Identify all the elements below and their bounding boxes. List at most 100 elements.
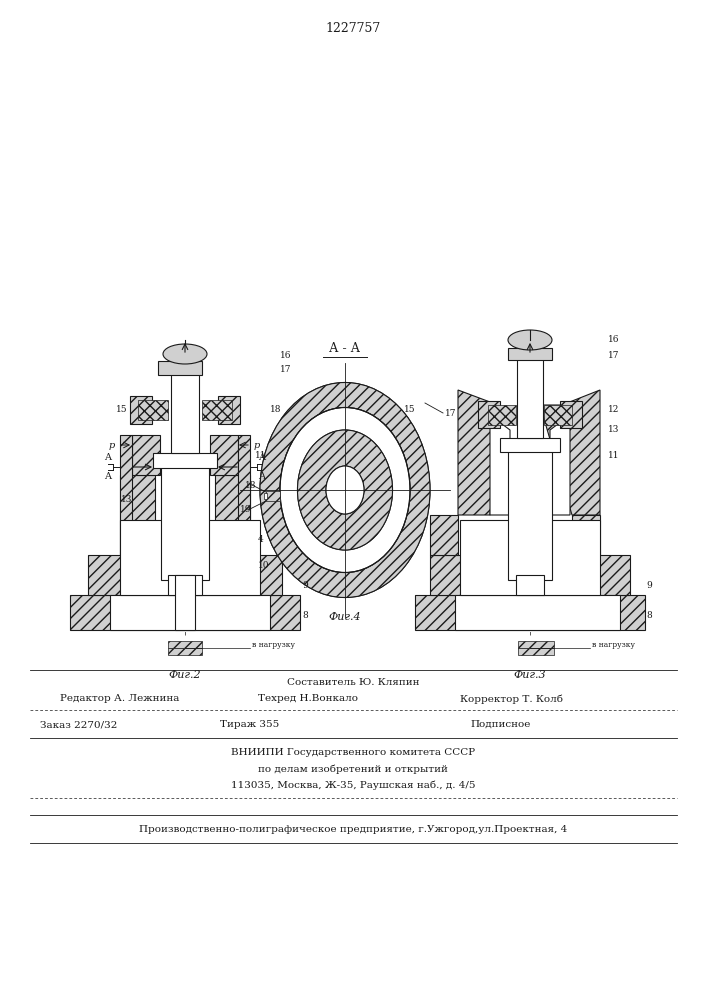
Polygon shape — [238, 435, 250, 555]
Bar — [508, 450, 552, 580]
Bar — [517, 358, 543, 438]
Polygon shape — [430, 555, 630, 595]
Bar — [138, 400, 168, 420]
Text: 13: 13 — [608, 426, 619, 434]
Ellipse shape — [280, 408, 410, 572]
Polygon shape — [88, 555, 282, 595]
Bar — [544, 405, 572, 425]
Bar — [218, 396, 240, 424]
Ellipse shape — [298, 430, 392, 550]
Text: 15: 15 — [404, 406, 416, 414]
Text: 19: 19 — [240, 506, 252, 514]
Ellipse shape — [508, 330, 552, 350]
Text: 1227757: 1227757 — [325, 22, 380, 35]
Bar — [460, 520, 600, 595]
Text: 16: 16 — [608, 336, 619, 344]
Bar — [202, 400, 232, 420]
Ellipse shape — [280, 408, 410, 572]
Text: 8: 8 — [302, 610, 308, 619]
Polygon shape — [572, 515, 600, 555]
Bar — [500, 438, 560, 452]
Text: p: p — [254, 440, 260, 450]
Bar — [264, 493, 267, 499]
Polygon shape — [430, 515, 458, 555]
Bar — [168, 648, 202, 655]
Ellipse shape — [260, 382, 430, 597]
Bar — [110, 595, 270, 630]
Text: A: A — [105, 472, 112, 481]
Ellipse shape — [282, 410, 408, 570]
Text: Составитель Ю. Кляпин: Составитель Ю. Кляпин — [287, 678, 419, 687]
Bar — [168, 575, 202, 595]
Polygon shape — [490, 415, 510, 515]
Bar — [478, 401, 500, 428]
Polygon shape — [70, 595, 300, 630]
Bar — [518, 641, 554, 648]
Text: ВНИИПИ Государственного комитета СССР: ВНИИПИ Государственного комитета СССР — [231, 748, 475, 757]
Text: 17: 17 — [445, 408, 457, 418]
Text: в нагрузку: в нагрузку — [592, 641, 635, 649]
Text: A: A — [105, 453, 112, 462]
Polygon shape — [540, 390, 600, 515]
Text: Техред Н.Вонкало: Техред Н.Вонкало — [258, 694, 358, 703]
Text: 8: 8 — [646, 610, 652, 619]
Ellipse shape — [298, 430, 392, 550]
Text: 10: 10 — [258, 560, 269, 570]
Polygon shape — [120, 435, 132, 555]
Ellipse shape — [260, 382, 430, 597]
Bar — [508, 348, 552, 360]
Text: 11: 11 — [255, 452, 267, 460]
Polygon shape — [510, 430, 550, 515]
Polygon shape — [210, 435, 238, 475]
Bar — [120, 520, 260, 595]
Text: Фиг.4: Фиг.4 — [329, 612, 361, 622]
Polygon shape — [550, 415, 570, 515]
Text: 16: 16 — [280, 351, 291, 360]
Text: Заказ 2270/32: Заказ 2270/32 — [40, 720, 117, 729]
Text: 18: 18 — [245, 481, 257, 489]
Text: 17: 17 — [608, 351, 619, 360]
Text: 15: 15 — [117, 406, 128, 414]
Text: Фиг.2: Фиг.2 — [169, 670, 201, 680]
Polygon shape — [458, 390, 498, 515]
Text: в нагрузку: в нагрузку — [252, 641, 295, 649]
Text: 113035, Москва, Ж-35, Раушская наб., д. 4/5: 113035, Москва, Ж-35, Раушская наб., д. … — [230, 780, 475, 790]
Bar — [171, 373, 199, 453]
Text: Подписное: Подписное — [470, 720, 530, 729]
Ellipse shape — [326, 466, 364, 514]
Text: A: A — [259, 453, 266, 462]
Polygon shape — [415, 595, 645, 630]
Text: 9: 9 — [302, 580, 308, 589]
Bar — [175, 575, 195, 630]
Ellipse shape — [163, 344, 207, 364]
Text: 18: 18 — [270, 406, 281, 414]
Bar — [488, 405, 516, 425]
Text: по делам изобретений и открытий: по делам изобретений и открытий — [258, 764, 448, 774]
Bar — [266, 491, 280, 501]
Text: Фиг.3: Фиг.3 — [514, 670, 547, 680]
Text: Тираж 355: Тираж 355 — [220, 720, 279, 729]
Bar — [161, 465, 209, 580]
Bar — [455, 595, 620, 630]
Ellipse shape — [298, 430, 392, 550]
Text: 4: 4 — [258, 536, 264, 544]
Text: A: A — [259, 472, 266, 481]
Bar — [130, 396, 152, 424]
Text: А - А: А - А — [329, 342, 361, 355]
Text: 13: 13 — [121, 495, 132, 504]
Text: 12: 12 — [608, 406, 619, 414]
Text: 11: 11 — [608, 450, 619, 460]
Ellipse shape — [326, 466, 364, 514]
Bar — [518, 648, 554, 655]
Bar — [560, 401, 582, 428]
Bar — [516, 575, 544, 595]
Text: 9: 9 — [646, 580, 652, 589]
Bar — [153, 453, 217, 468]
Polygon shape — [120, 475, 155, 555]
Text: 17: 17 — [280, 365, 291, 374]
Polygon shape — [132, 435, 160, 475]
Polygon shape — [215, 475, 250, 555]
Text: Производственно-полиграфическое предприятие, г.Ужгород,ул.Проектная, 4: Производственно-полиграфическое предприя… — [139, 825, 567, 834]
Bar — [168, 641, 202, 648]
Bar — [158, 361, 202, 375]
